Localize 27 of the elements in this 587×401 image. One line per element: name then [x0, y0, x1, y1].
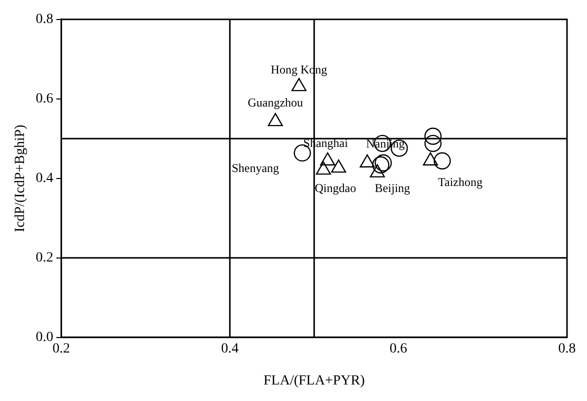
- y-tick-label: 0.0: [36, 330, 54, 346]
- x-tick-label: 0.4: [221, 341, 239, 356]
- x-tick-label: 0.8: [558, 341, 576, 356]
- annotation: Taizhong: [438, 175, 483, 190]
- x-axis-title: FLA/(FLA+PYR): [264, 373, 366, 388]
- point: [422, 152, 438, 166]
- point: [331, 159, 346, 173]
- y-tick-label: 0.2: [36, 250, 54, 266]
- point: [291, 78, 307, 92]
- annotation: Qingdao: [314, 181, 356, 196]
- annotation: Beijing: [374, 180, 410, 195]
- x-tick-label: 0.6: [390, 341, 408, 356]
- y-tick-label: 0.6: [36, 92, 54, 107]
- y-axis-title: IcdP/(IcdP+BghiP): [13, 124, 28, 232]
- point: [370, 164, 385, 178]
- annotation: Shenyang: [232, 161, 280, 176]
- y-tick-label: 0.4: [36, 171, 54, 186]
- point: [268, 112, 283, 126]
- point: [424, 128, 442, 145]
- annotation: Guangzhou: [248, 96, 304, 110]
- point: [316, 161, 331, 175]
- point: [360, 154, 375, 168]
- point: [320, 152, 336, 166]
- y-tick-label: 0.8: [36, 12, 54, 28]
- x-tick-label: 0.2: [52, 341, 70, 356]
- point: [434, 152, 451, 170]
- point: [424, 134, 442, 152]
